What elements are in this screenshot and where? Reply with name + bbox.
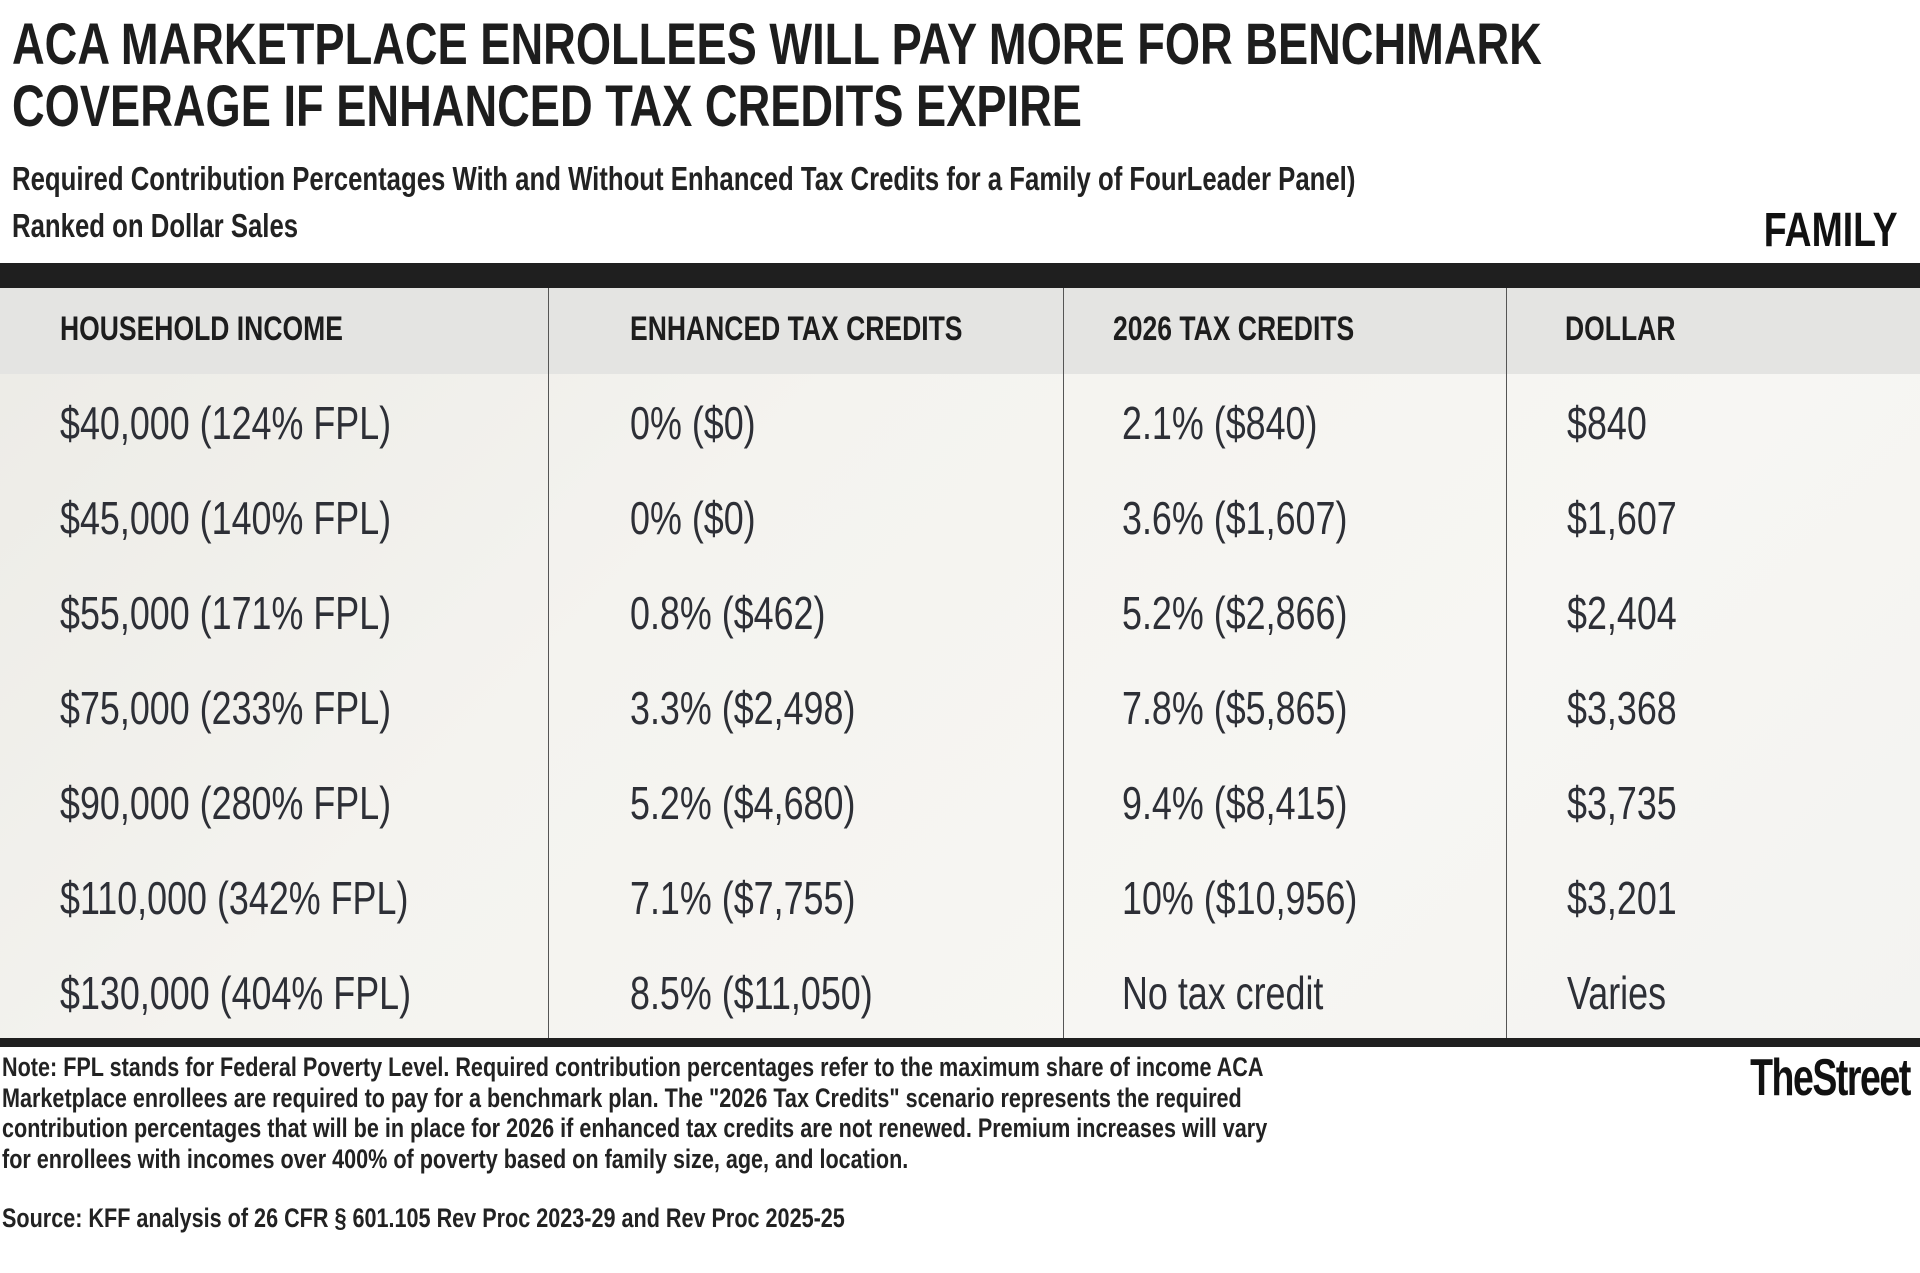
cell-text: 2.1% ($840) <box>1122 397 1318 449</box>
cell-text: $840 <box>1567 397 1647 449</box>
table-row: $45,000 (140% FPL) 0% ($0) 3.6% ($1,607) $1… <box>0 469 1920 564</box>
cell-text: Varies <box>1567 967 1667 1019</box>
column-header-text: HOUSEHOLD INCOME <box>60 310 343 348</box>
table-cell: 7.8% ($5,865) <box>1122 681 1411 735</box>
table-row: $130,000 (404% FPL) 8.5% ($11,050) No tax … <box>0 944 1920 1039</box>
note-line: for enrollees with incomes over 400% of … <box>2 1143 909 1174</box>
table-cell: $40,000 (124% FPL) <box>60 396 485 450</box>
column-divider <box>1063 288 1064 1038</box>
table-cell: 3.6% ($1,607) <box>1122 491 1411 545</box>
cell-text: $2,404 <box>1567 587 1677 639</box>
table-row: $40,000 (124% FPL) 0% ($0) 2.1% ($840) $840 <box>0 374 1920 469</box>
table-cell: $90,000 (280% FPL) <box>60 776 485 830</box>
table-cell: $1,607 <box>1567 491 1708 545</box>
cell-text: $3,368 <box>1567 682 1677 734</box>
cell-text: 0% ($0) <box>630 492 756 544</box>
note-line: Marketplace enrollees are required to pa… <box>2 1082 1242 1113</box>
table-cell: 0.8% ($462) <box>630 586 881 640</box>
cell-text: $1,607 <box>1567 492 1677 544</box>
column-header: ENHANCED TAX CREDITS <box>630 310 1056 349</box>
table-cell: 8.5% ($11,050) <box>630 966 941 1020</box>
subtitle: Required Contribution Percentages With a… <box>12 160 1734 198</box>
table-cell: $840 <box>1567 396 1669 450</box>
cell-text: 7.8% ($5,865) <box>1122 682 1348 734</box>
title-line: COVERAGE IF ENHANCED TAX CREDITS EXPIRE <box>12 74 1082 139</box>
table-row: $110,000 (342% FPL) 7.1% ($7,755) 10% ($10… <box>0 849 1920 944</box>
cell-text: $55,000 (171% FPL) <box>60 587 392 639</box>
table-cell: 2.1% ($840) <box>1122 396 1373 450</box>
table-cell: 0% ($0) <box>630 491 791 545</box>
source-note: Source: KFF analysis of 26 CFR § 601.105… <box>2 1203 1056 1234</box>
data-table: HOUSEHOLD INCOME ENHANCED TAX CREDITS 2026… <box>0 288 1920 1038</box>
cell-text: $90,000 (280% FPL) <box>60 777 392 829</box>
note-line: Note: FPL stands for Federal Poverty Lev… <box>2 1052 1264 1082</box>
thestreet-logo: TheStreet <box>1688 1048 1911 1108</box>
table-cell: $3,368 <box>1567 681 1708 735</box>
cell-text: 0.8% ($462) <box>630 587 826 639</box>
source-text: Source: KFF analysis of 26 CFR § 601.105… <box>2 1203 845 1233</box>
cell-text: $40,000 (124% FPL) <box>60 397 392 449</box>
table-cell: $3,201 <box>1567 871 1708 925</box>
table-cell: 10% ($10,956) <box>1122 871 1424 925</box>
column-divider <box>1506 288 1507 1038</box>
column-header: DOLLAR <box>1565 310 1707 349</box>
cell-text: $75,000 (233% FPL) <box>60 682 392 734</box>
table-cell: Varies <box>1567 966 1694 1020</box>
cell-text: 0% ($0) <box>630 397 756 449</box>
subtitle-2: Ranked on Dollar Sales <box>12 207 379 245</box>
logo-text: TheStreet <box>1750 1049 1911 1107</box>
table-cell: 7.1% ($7,755) <box>630 871 919 925</box>
cell-text: $45,000 (140% FPL) <box>60 492 392 544</box>
footnote: Note: FPL stands for Federal Poverty Lev… <box>2 1052 1584 1174</box>
table-cell: $75,000 (233% FPL) <box>60 681 485 735</box>
cell-text: 5.2% ($2,866) <box>1122 587 1348 639</box>
column-header-text: 2026 TAX CREDITS <box>1113 310 1355 348</box>
cell-text: 8.5% ($11,050) <box>630 967 873 1019</box>
table-cell: $45,000 (140% FPL) <box>60 491 485 545</box>
cell-text: 5.2% ($4,680) <box>630 777 856 829</box>
table-row: $55,000 (171% FPL) 0.8% ($462) 5.2% ($2,86… <box>0 564 1920 659</box>
cell-text: 10% ($10,956) <box>1122 872 1358 924</box>
cell-text: $3,735 <box>1567 777 1677 829</box>
family-tag-text: FAMILY <box>1764 204 1898 257</box>
note-line: contribution percentages that will be in… <box>2 1113 1268 1143</box>
table-cell: $2,404 <box>1567 586 1708 640</box>
cell-text: 3.3% ($2,498) <box>630 682 856 734</box>
table-cell: $130,000 (404% FPL) <box>60 966 510 1020</box>
cell-text: 9.4% ($8,415) <box>1122 777 1348 829</box>
column-header-text: ENHANCED TAX CREDITS <box>630 310 963 348</box>
column-header-text: DOLLAR <box>1565 310 1676 348</box>
table-cell: No tax credit <box>1122 966 1380 1020</box>
cell-text: $3,201 <box>1567 872 1677 924</box>
cell-text: $130,000 (404% FPL) <box>60 967 412 1019</box>
column-divider <box>548 288 549 1038</box>
column-header: HOUSEHOLD INCOME <box>60 310 423 349</box>
subtitle-2-text: Ranked on Dollar Sales <box>12 207 299 244</box>
subtitle-text: Required Contribution Percentages With a… <box>12 160 1356 197</box>
cell-text: 3.6% ($1,607) <box>1122 492 1348 544</box>
table-header <box>0 288 1920 374</box>
chart-title: ACA MARKETPLACE ENROLLEES WILL PAY MORE … <box>12 14 1920 138</box>
cell-text: 7.1% ($7,755) <box>630 872 856 924</box>
top-divider <box>0 263 1920 288</box>
table-cell: 5.2% ($2,866) <box>1122 586 1411 640</box>
cell-text: No tax credit <box>1122 967 1324 1019</box>
table-cell: $55,000 (171% FPL) <box>60 586 485 640</box>
family-tag: FAMILY <box>1726 203 1898 258</box>
table-row: $75,000 (233% FPL) 3.3% ($2,498) 7.8% ($5,… <box>0 659 1920 754</box>
column-header: 2026 TAX CREDITS <box>1113 310 1422 349</box>
bottom-divider <box>0 1038 1920 1047</box>
table-cell: 9.4% ($8,415) <box>1122 776 1411 830</box>
title-line: ACA MARKETPLACE ENROLLEES WILL PAY MORE … <box>12 12 1542 77</box>
table-cell: 3.3% ($2,498) <box>630 681 919 735</box>
cell-text: $110,000 (342% FPL) <box>60 872 409 924</box>
table-cell: 5.2% ($4,680) <box>630 776 919 830</box>
table-cell: 0% ($0) <box>630 396 791 450</box>
table-row: $90,000 (280% FPL) 5.2% ($4,680) 9.4% ($8,… <box>0 754 1920 849</box>
table-cell: $3,735 <box>1567 776 1708 830</box>
table-cell: $110,000 (342% FPL) <box>60 871 507 925</box>
